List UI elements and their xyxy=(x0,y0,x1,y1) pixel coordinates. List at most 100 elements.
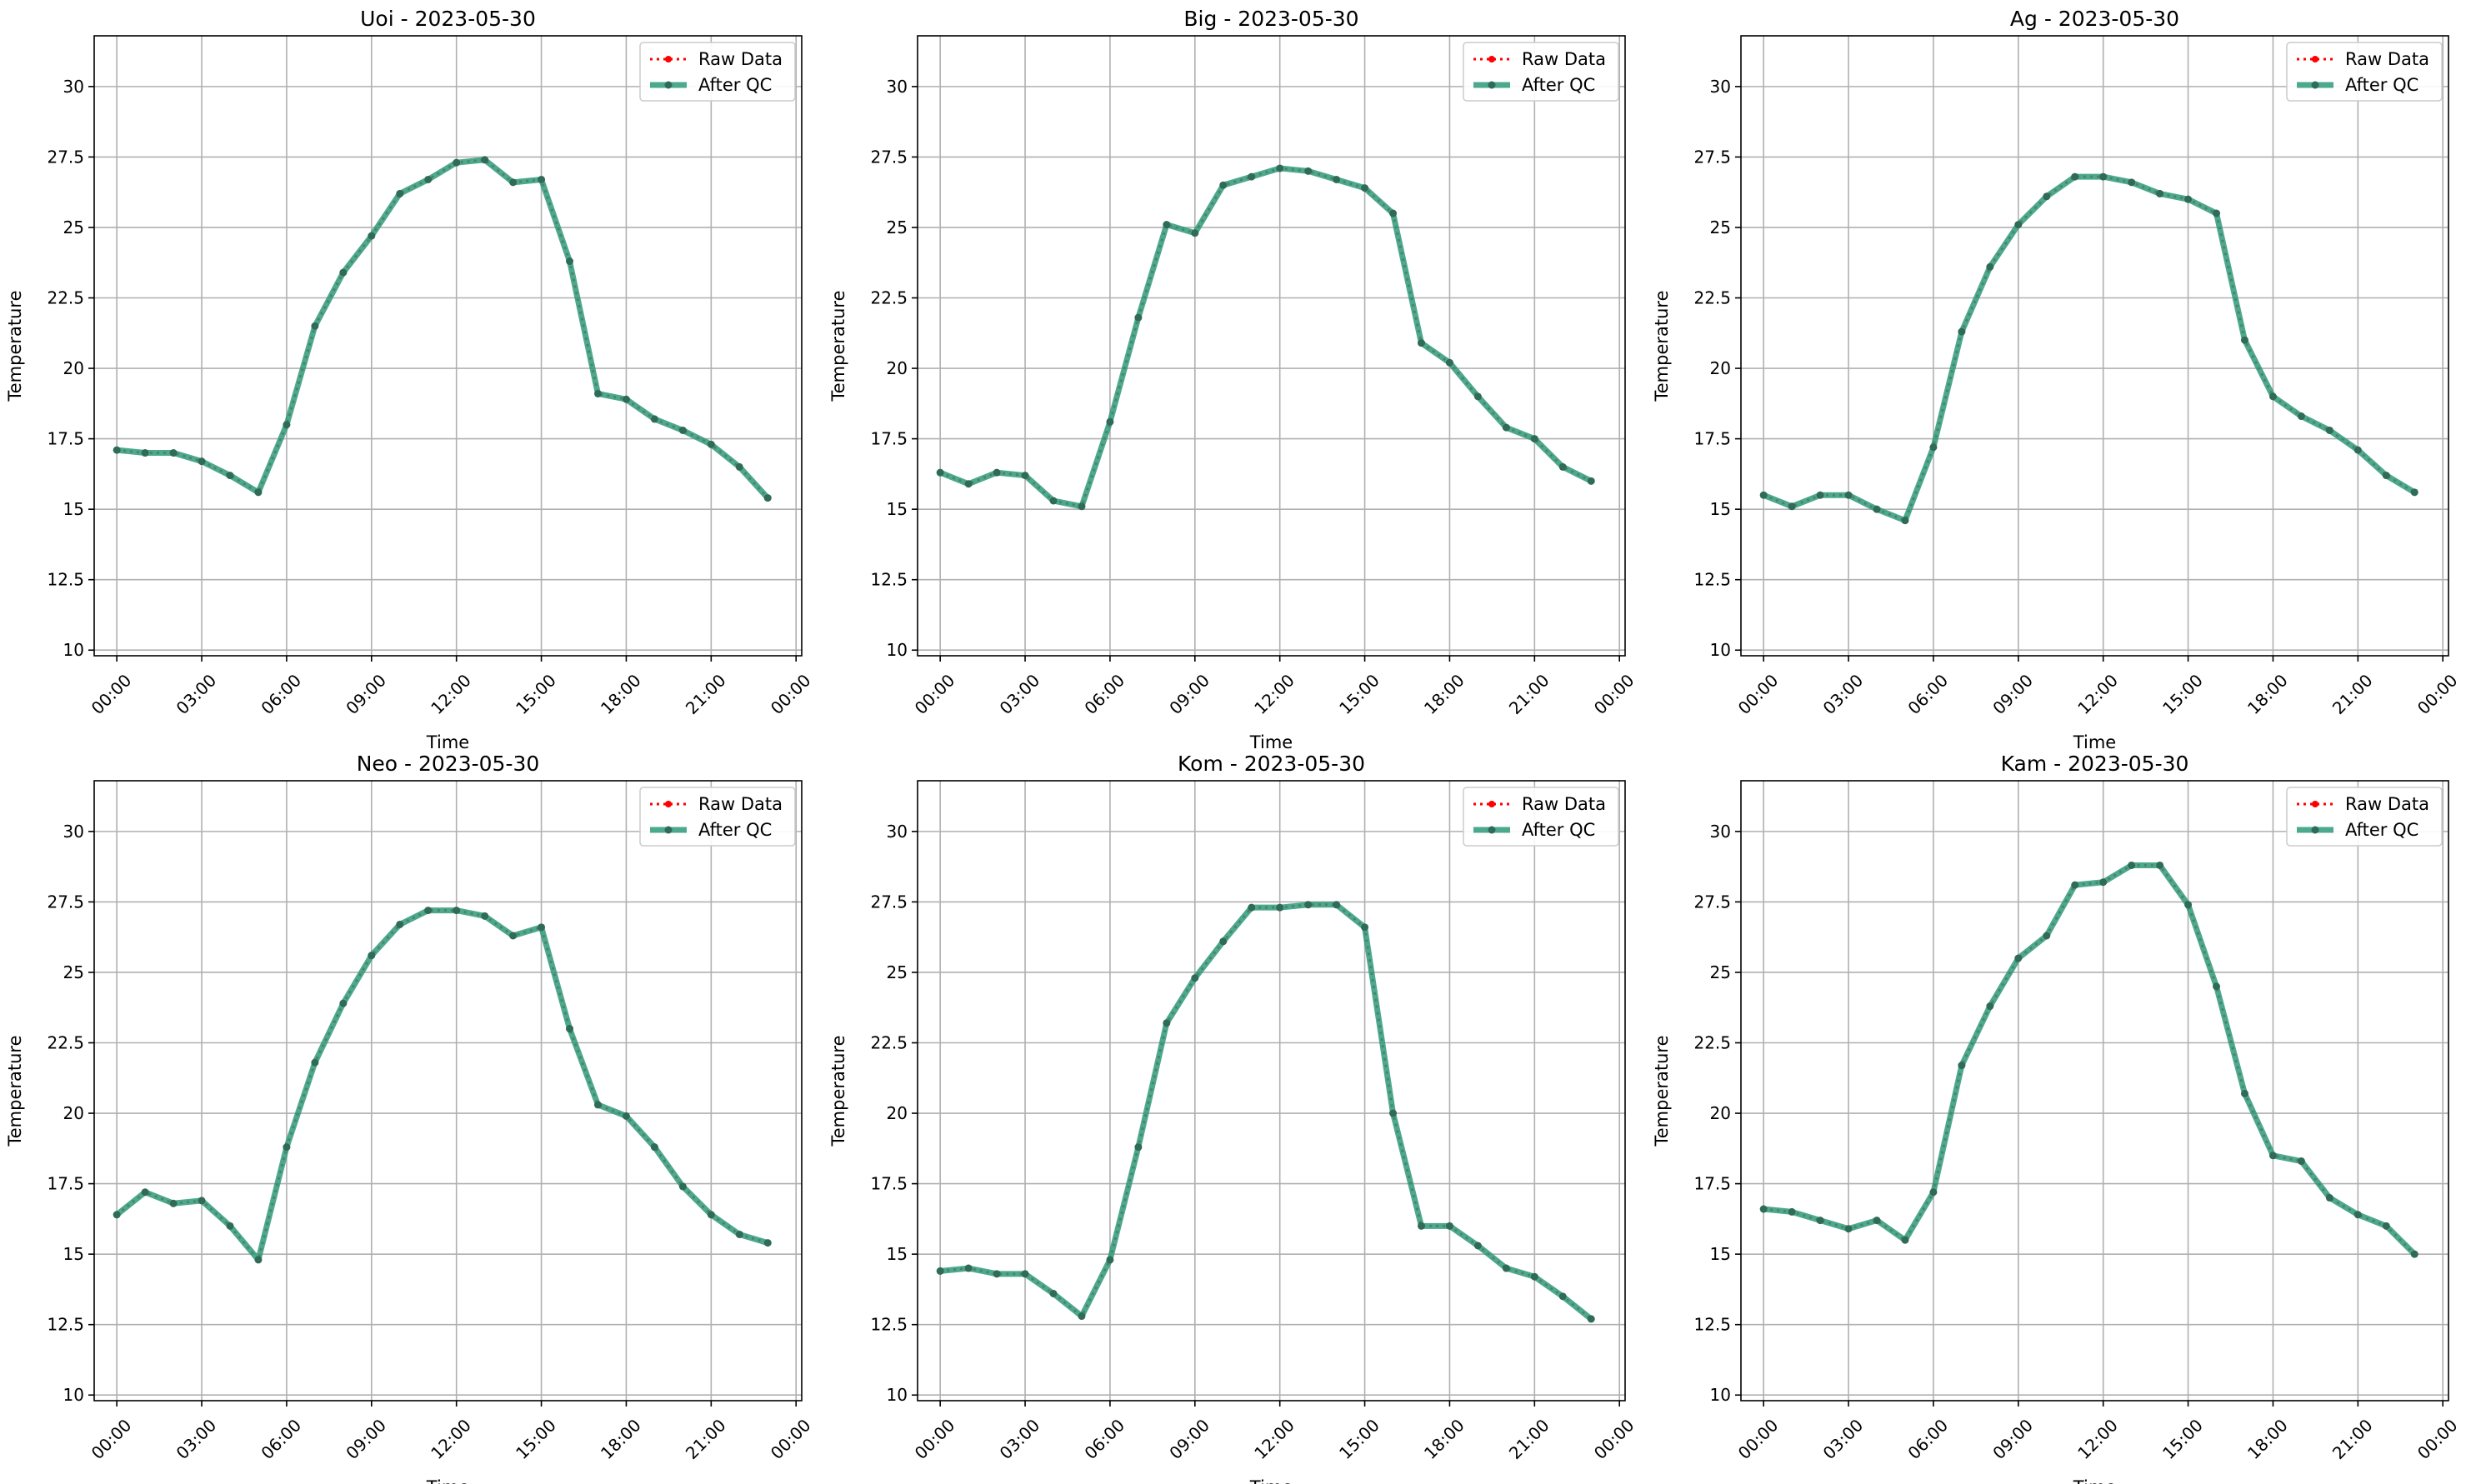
y-tick-label: 15 xyxy=(63,499,84,519)
legend-label-raw-data: Raw Data xyxy=(1522,49,1606,69)
after-qc-point xyxy=(169,1199,178,1207)
after-qc-point xyxy=(1873,1217,1881,1225)
x-tick-label: 15:00 xyxy=(1335,670,1383,718)
x-tick-label: 06:00 xyxy=(1903,1415,1952,1463)
after-qc-point xyxy=(735,462,743,471)
x-tick-label: 06:00 xyxy=(257,670,305,718)
after-qc-point xyxy=(735,1230,743,1238)
legend-label-raw-data: Raw Data xyxy=(2345,49,2429,69)
after-qc-point xyxy=(593,389,602,397)
after-qc-point xyxy=(1530,1272,1538,1281)
after-qc-point xyxy=(622,395,630,403)
after-qc-point xyxy=(1788,1207,1796,1216)
after-qc-point xyxy=(481,912,489,920)
x-tick-label: 00:00 xyxy=(1734,1415,1783,1463)
after-qc-point xyxy=(339,999,348,1007)
y-tick-label: 17.5 xyxy=(47,429,84,449)
after-qc-point xyxy=(2353,1211,2362,1219)
after-qc-point xyxy=(254,488,263,497)
legend: Raw Data After QC xyxy=(2286,787,2443,847)
y-tick-label: 27.5 xyxy=(870,147,908,167)
y-tick-label: 30 xyxy=(1710,822,1731,842)
y-tick-label: 20 xyxy=(63,358,84,378)
y-tick-label: 30 xyxy=(63,77,84,97)
y-tick-label: 12.5 xyxy=(47,570,84,590)
after-qc-point xyxy=(538,175,546,183)
after-qc-point xyxy=(1219,181,1228,189)
y-tick-label: 15 xyxy=(887,499,908,519)
x-tick-label: 15:00 xyxy=(2158,1415,2207,1463)
after-qc-point xyxy=(1078,502,1086,511)
after-qc-point xyxy=(509,178,518,187)
after-qc-point xyxy=(113,1211,121,1219)
after-qc-point xyxy=(1389,1109,1398,1117)
axes-frame xyxy=(917,35,1626,657)
y-tick-label: 15 xyxy=(887,1244,908,1264)
legend-marker-raw-data xyxy=(1488,801,1495,807)
y-tick-label: 20 xyxy=(1710,358,1731,378)
after-qc-point xyxy=(707,440,715,448)
after-qc-point xyxy=(2014,221,2023,229)
chart-title: Kam - 2023-05-30 xyxy=(2001,752,2189,776)
after-qc-point xyxy=(2213,982,2221,991)
x-tick-label: 03:00 xyxy=(173,670,221,718)
after-qc-point xyxy=(1558,1292,1567,1301)
after-qc-point xyxy=(707,1211,715,1219)
after-qc-point xyxy=(2043,192,2051,201)
y-axis-label: Temperature xyxy=(5,1035,25,1147)
axes-frame xyxy=(93,35,803,657)
series-line-after-qc xyxy=(938,165,1593,510)
after-qc-point xyxy=(283,421,291,429)
chart-title: Kom - 2023-05-30 xyxy=(1178,752,1365,776)
after-qc-point xyxy=(1759,491,1768,499)
after-qc-point xyxy=(622,1112,630,1120)
after-qc-point xyxy=(226,1222,234,1230)
axes-frame xyxy=(1740,35,2449,657)
legend-marker-after-qc xyxy=(664,826,673,834)
series-line-raw-data xyxy=(1763,863,2416,1256)
after-qc-point xyxy=(1106,417,1114,426)
x-tick-label: 03:00 xyxy=(173,1415,221,1463)
x-tick-label: 21:00 xyxy=(1505,670,1553,718)
x-tick-label: 06:00 xyxy=(257,1415,305,1463)
x-tick-label: 12:00 xyxy=(2073,1415,2122,1463)
after-qc-point xyxy=(1788,502,1796,511)
x-tick-label: 00:00 xyxy=(1590,670,1638,718)
after-qc-point xyxy=(1248,903,1256,912)
x-tick-label: 15:00 xyxy=(512,1415,560,1463)
after-qc-point xyxy=(1473,1242,1482,1250)
after-qc-point xyxy=(678,426,687,434)
x-tick-label: 21:00 xyxy=(2328,1415,2377,1463)
x-tick-label: 21:00 xyxy=(682,670,730,718)
after-qc-point xyxy=(1304,901,1313,909)
x-tick-label: 21:00 xyxy=(2328,670,2377,718)
after-qc-point xyxy=(1587,477,1595,485)
x-tick-label: 12:00 xyxy=(1250,670,1298,718)
y-tick-label: 12.5 xyxy=(1693,1315,1731,1335)
x-tick-label: 12:00 xyxy=(1250,1415,1298,1463)
legend-marker-after-qc xyxy=(1488,826,1496,834)
legend: Raw Data After QC xyxy=(639,787,796,847)
after-qc-point xyxy=(169,449,178,457)
y-tick-label: 30 xyxy=(63,822,84,842)
x-tick-label: 00:00 xyxy=(2413,670,2462,718)
after-qc-point xyxy=(1191,974,1199,982)
y-axis-label: Temperature xyxy=(5,290,25,402)
y-tick-label: 15 xyxy=(1710,1244,1731,1264)
after-qc-point xyxy=(2382,472,2390,480)
legend-label-raw-data: Raw Data xyxy=(698,794,783,814)
after-qc-point xyxy=(1901,517,1909,525)
y-tick-label: 27.5 xyxy=(1693,892,1731,912)
after-qc-point xyxy=(1558,462,1567,471)
after-qc-point xyxy=(424,175,433,183)
legend-label-after-qc: After QC xyxy=(2345,820,2418,840)
x-tick-label: 03:00 xyxy=(996,1415,1044,1463)
after-qc-point xyxy=(198,1197,206,1205)
legend-label-raw-data: Raw Data xyxy=(2345,794,2429,814)
axes-frame xyxy=(917,780,1626,1402)
y-tick-label: 12.5 xyxy=(870,570,908,590)
after-qc-point xyxy=(368,232,376,240)
y-tick-label: 10 xyxy=(1710,1385,1731,1405)
subplot-1: 10 12.5 15 17.5 20 22.5 25 27.5 30 00:00 03:00 06:0… xyxy=(5,7,814,752)
chart-title: Big - 2023-05-30 xyxy=(1183,7,1358,31)
